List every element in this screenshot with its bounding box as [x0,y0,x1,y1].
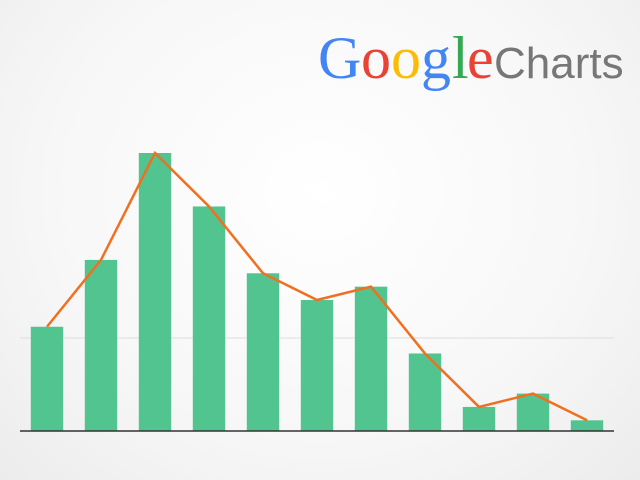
bar [462,406,496,431]
logo-letter: g [421,25,451,91]
bar [138,153,172,431]
bar [354,286,388,431]
bar [408,353,442,431]
bar [570,420,604,431]
bar [300,300,334,431]
logo-letter: G [318,25,361,91]
bar [30,326,64,431]
trend-line [46,150,588,422]
bar [246,273,280,431]
logo-product-name: Charts [494,39,624,88]
line-series [46,150,588,422]
bar [192,206,226,431]
logo-letter: l [452,25,469,91]
bar-series [30,153,604,431]
logo-letter: o [391,25,421,91]
logo-letter: e [467,25,494,91]
logo-letter: o [361,25,391,91]
bar [84,259,118,431]
